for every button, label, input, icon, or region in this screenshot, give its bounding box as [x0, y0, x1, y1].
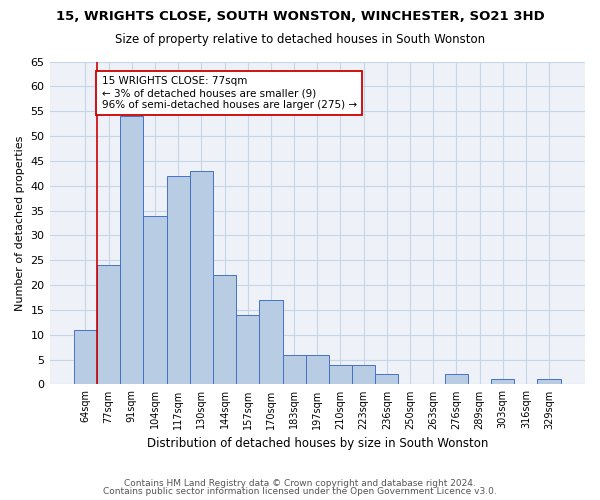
Bar	[538, 380, 560, 384]
Bar	[329, 364, 352, 384]
Bar	[213, 275, 236, 384]
Bar	[375, 374, 398, 384]
X-axis label: Distribution of detached houses by size in South Wonston: Distribution of detached houses by size …	[146, 437, 488, 450]
Bar	[97, 265, 120, 384]
Bar	[236, 315, 259, 384]
Bar	[74, 330, 97, 384]
Text: Contains public sector information licensed under the Open Government Licence v3: Contains public sector information licen…	[103, 487, 497, 496]
Bar	[190, 171, 213, 384]
Bar	[120, 116, 143, 384]
Text: 15 WRIGHTS CLOSE: 77sqm
← 3% of detached houses are smaller (9)
96% of semi-deta: 15 WRIGHTS CLOSE: 77sqm ← 3% of detached…	[101, 76, 357, 110]
Bar	[143, 216, 167, 384]
Bar	[259, 300, 283, 384]
Text: Contains HM Land Registry data © Crown copyright and database right 2024.: Contains HM Land Registry data © Crown c…	[124, 478, 476, 488]
Text: Size of property relative to detached houses in South Wonston: Size of property relative to detached ho…	[115, 32, 485, 46]
Bar	[445, 374, 468, 384]
Bar	[305, 354, 329, 384]
Y-axis label: Number of detached properties: Number of detached properties	[15, 136, 25, 310]
Bar	[352, 364, 375, 384]
Bar	[167, 176, 190, 384]
Bar	[283, 354, 305, 384]
Bar	[491, 380, 514, 384]
Text: 15, WRIGHTS CLOSE, SOUTH WONSTON, WINCHESTER, SO21 3HD: 15, WRIGHTS CLOSE, SOUTH WONSTON, WINCHE…	[56, 10, 544, 23]
